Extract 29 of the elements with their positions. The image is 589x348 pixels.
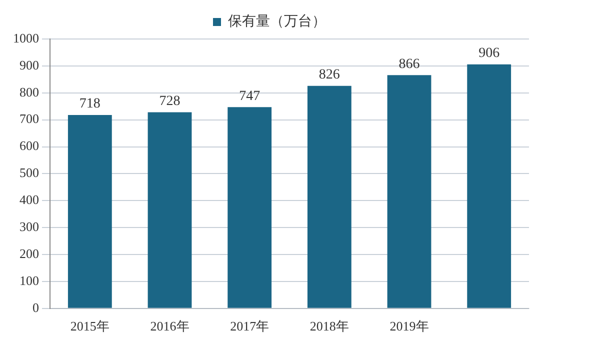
bar [307,86,352,308]
data-label: 866 [398,56,420,72]
y-tick-label: 0 [32,300,39,315]
bar [467,64,512,308]
y-tick-label: 1000 [13,30,39,46]
data-label: 747 [239,88,260,104]
y-tick-label: 500 [20,165,39,180]
y-tick-label: 600 [20,138,39,154]
data-label: 728 [159,94,180,109]
y-tick-label: 700 [20,111,39,126]
data-label: 826 [318,68,340,83]
x-tick-label: 2017年 [230,318,270,334]
bar [228,107,272,308]
bar [148,112,192,308]
data-label: 906 [478,46,500,61]
y-tick-label: 200 [20,246,39,261]
bar [68,114,112,308]
x-tick-label: 2016年 [150,318,190,334]
y-tick-label: 400 [20,192,39,208]
x-tick-label: 2019年 [390,318,429,334]
data-label: 718 [79,96,100,112]
legend-label: 保有量（万台） [228,14,326,30]
x-tick-label: 2018年 [310,318,349,334]
x-tick-label: 2015年 [70,318,110,334]
y-tick-label: 900 [20,57,39,72]
y-tick-label: 300 [20,219,39,234]
y-tick-label: 100 [20,272,39,288]
bar [387,75,432,308]
y-tick-label: 800 [20,84,39,100]
